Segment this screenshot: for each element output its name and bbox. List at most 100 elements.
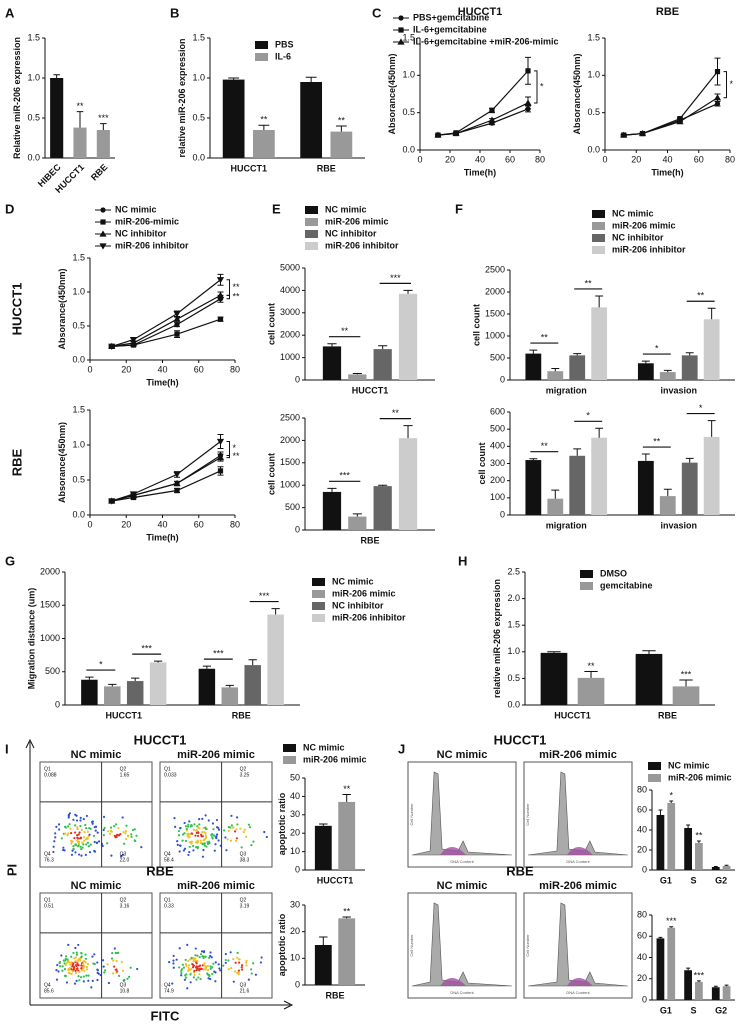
event-dot: [86, 830, 90, 833]
event-dot: [178, 844, 182, 847]
bar: [667, 803, 676, 870]
y-tick-label: 20: [290, 926, 300, 936]
series-line: [623, 103, 718, 136]
significance-label: ***: [681, 669, 692, 679]
event-dot: [102, 815, 106, 818]
y-tick-label: 500: [490, 424, 505, 434]
y-tick-label: 1500: [485, 308, 505, 318]
bar: [348, 374, 367, 380]
y-tick-label: 1000: [280, 480, 300, 490]
event-dot: [103, 826, 106, 830]
event-dot: [197, 965, 200, 968]
event-dot: [183, 832, 186, 835]
event-dot: [133, 828, 136, 831]
x-tick-label: 0: [417, 154, 422, 164]
series-line: [111, 318, 221, 347]
event-dot: [121, 853, 124, 856]
event-dot: [57, 828, 61, 831]
event-dot: [95, 841, 99, 844]
event-dot: [121, 969, 125, 972]
bar: [681, 462, 698, 515]
bar: [96, 130, 110, 158]
bar: [398, 438, 418, 530]
event-dot: [203, 844, 206, 847]
x-tick-label: RBE: [89, 162, 110, 183]
error-bar: [551, 489, 560, 499]
error-bar: [724, 864, 729, 866]
event-dot: [243, 828, 246, 831]
event-dot: [113, 965, 116, 968]
error-bar: [707, 307, 716, 320]
event-dot: [80, 854, 83, 857]
significance-bracket: [226, 441, 230, 456]
event-dot: [64, 832, 67, 835]
legend-label: miR-206 mimic: [325, 216, 389, 226]
y-tick-label: 40: [290, 791, 300, 801]
event-dot: [134, 840, 137, 843]
event-dot: [204, 955, 207, 958]
significance-label: **: [233, 282, 241, 292]
event-dot: [172, 966, 175, 969]
y-tick-label: 400: [490, 441, 505, 451]
y-tick-label: 30: [290, 899, 300, 909]
event-dot: [245, 835, 248, 838]
series-line: [623, 97, 718, 136]
quadrant-name: Q4: [164, 982, 171, 988]
y-tick-label: 0.0: [507, 699, 520, 709]
x-tick-label: HUCCT1: [230, 163, 267, 173]
legend-marker: [99, 243, 107, 250]
bar: [398, 293, 418, 380]
quadrant-name: Q1: [44, 766, 51, 772]
x-tick-label: 20: [631, 154, 641, 164]
event-dot: [227, 968, 230, 971]
event-dot: [71, 963, 74, 966]
x-tick-label: 0: [87, 519, 92, 529]
panel-label: F: [455, 201, 463, 216]
event-dot: [194, 834, 197, 837]
x-tick-label: 0: [87, 364, 92, 374]
legend-swatch: [592, 234, 605, 242]
point: [620, 131, 628, 138]
event-dot: [85, 827, 88, 830]
y-tick-label: 1000: [40, 633, 60, 643]
event-dot: [82, 965, 86, 968]
y-axis-label: cell count: [267, 453, 277, 495]
event-dot: [196, 826, 200, 829]
legend-label: PBS+gemcitabine: [413, 12, 489, 22]
event-dot: [201, 964, 204, 967]
event-dot: [111, 952, 114, 955]
event-dot: [193, 823, 196, 826]
quadrant-value: 0.088: [44, 772, 57, 778]
legend-swatch: [305, 230, 318, 238]
event-dot: [77, 840, 81, 843]
significance-label: *: [99, 659, 103, 669]
event-dot: [204, 827, 208, 831]
x-axis-label: Time(h): [146, 532, 178, 542]
y-tick-label: 20: [637, 973, 647, 983]
event-dot: [240, 968, 244, 971]
bar: [149, 662, 167, 705]
x-tick-label: 40: [662, 154, 672, 164]
y-axis-label: Absorance(450nm): [572, 53, 582, 134]
error-bar: [378, 484, 388, 487]
event-dot: [68, 961, 71, 964]
event-dot: [117, 974, 121, 977]
event-dot: [190, 968, 193, 971]
y-tick-label: 80: [637, 784, 647, 794]
quadrant-name: Q4: [44, 851, 51, 857]
event-dot: [259, 961, 262, 964]
quadrant-name: Q4: [44, 982, 51, 988]
event-dot: [182, 966, 185, 969]
event-dot: [131, 828, 135, 832]
quadrant-value: 21.6: [240, 988, 250, 994]
row-label: RBE: [9, 448, 24, 476]
point: [173, 311, 181, 318]
bar: [591, 437, 608, 515]
legend-label: NC mimic: [612, 208, 654, 218]
event-dot: [250, 972, 253, 975]
event-dot: [91, 979, 94, 982]
event-dot: [91, 822, 94, 825]
event-dot: [130, 833, 133, 836]
panel-label: C: [372, 5, 382, 20]
